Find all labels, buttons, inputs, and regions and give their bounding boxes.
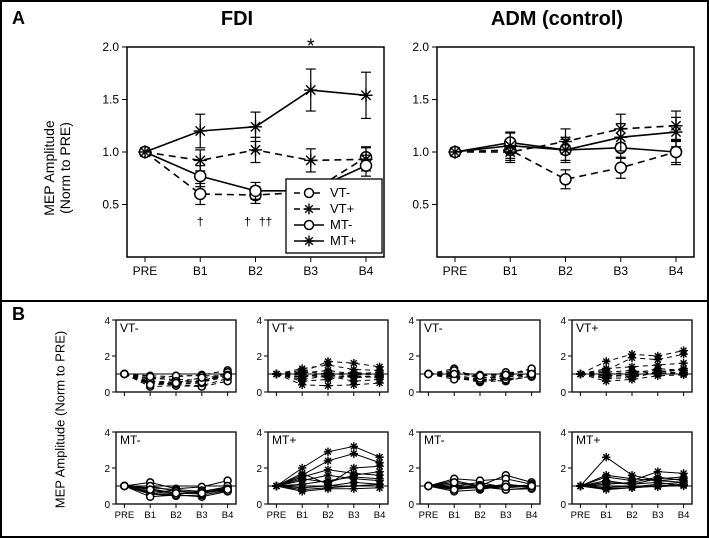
svg-text:B3: B3 — [348, 510, 360, 521]
svg-text:VT-: VT- — [424, 321, 443, 335]
svg-text:PRE: PRE — [571, 510, 591, 521]
svg-text:2: 2 — [104, 464, 110, 475]
svg-text:1.5: 1.5 — [102, 93, 119, 107]
svg-text:1.5: 1.5 — [412, 93, 429, 107]
panel-b-label: B — [12, 304, 25, 325]
svg-text:0: 0 — [256, 388, 262, 399]
svg-text:2: 2 — [560, 352, 566, 363]
svg-text:B1: B1 — [600, 510, 612, 521]
svg-text:B1: B1 — [448, 510, 460, 521]
svg-text:PRE: PRE — [267, 510, 287, 521]
svg-text:1.0: 1.0 — [102, 145, 119, 159]
svg-text:VT+: VT+ — [272, 321, 294, 335]
svg-text:B2: B2 — [322, 510, 334, 521]
svg-text:4: 4 — [408, 316, 414, 327]
panel-b-grid: 0 2 4 VT- 0 2 4 VT+ 0 2 4 VT- 0 2 4 VT+ 0 2 4 PRE B1 B2 B3 B4 MT… — [82, 304, 702, 534]
svg-text:B1: B1 — [296, 510, 308, 521]
svg-text:MT+: MT+ — [576, 433, 600, 447]
svg-text:B4: B4 — [526, 510, 538, 521]
svg-text:2: 2 — [408, 352, 414, 363]
panel-a-fdi-chart: 0.51.01.52.0PREB1B2B3B4*††††††VT-VT+MT-M… — [92, 37, 392, 292]
svg-text:B4: B4 — [669, 264, 684, 278]
svg-text:B2: B2 — [170, 510, 182, 521]
svg-text:4: 4 — [256, 428, 262, 439]
svg-text:4: 4 — [560, 428, 566, 439]
svg-text:4: 4 — [408, 428, 414, 439]
svg-text:B2: B2 — [558, 264, 573, 278]
svg-text:PRE: PRE — [419, 510, 439, 521]
svg-text:†: † — [244, 215, 251, 229]
svg-text:VT-: VT- — [330, 185, 350, 200]
svg-text:PRE: PRE — [115, 510, 135, 521]
svg-text:2.0: 2.0 — [412, 40, 429, 54]
svg-text:2: 2 — [256, 352, 262, 363]
svg-text:B2: B2 — [626, 510, 638, 521]
svg-text:0: 0 — [408, 388, 414, 399]
svg-text:2: 2 — [256, 464, 262, 475]
panel-b-ylabel: MEP Amplitude (Norm to PRE) — [53, 310, 68, 530]
svg-text:4: 4 — [256, 316, 262, 327]
panel-a-adm-chart: 0.5 1.0 1.5 2.0 PRE B1 B2 B3 B4 — [402, 37, 702, 292]
svg-text:B2: B2 — [248, 264, 263, 278]
svg-text:B4: B4 — [374, 510, 386, 521]
svg-text:††: †† — [259, 215, 272, 229]
svg-text:0: 0 — [560, 500, 566, 511]
svg-text:B1: B1 — [144, 510, 156, 521]
panel-divider — [2, 300, 707, 302]
panel-a-ylabel: MEP Amplitude(Norm to PRE) — [41, 88, 73, 248]
svg-text:*: * — [307, 37, 315, 57]
fdi-title: FDI — [122, 8, 352, 31]
panel-a-label: A — [12, 8, 25, 29]
svg-text:0: 0 — [256, 500, 262, 511]
svg-text:0.5: 0.5 — [102, 198, 119, 212]
svg-text:B2: B2 — [474, 510, 486, 521]
svg-text:0: 0 — [104, 500, 110, 511]
adm-title: ADM (control) — [432, 8, 682, 31]
svg-text:MT+: MT+ — [272, 433, 296, 447]
svg-text:2: 2 — [560, 464, 566, 475]
svg-text:MT-: MT- — [120, 433, 141, 447]
svg-text:B3: B3 — [303, 264, 318, 278]
svg-text:B4: B4 — [678, 510, 690, 521]
svg-text:MT-: MT- — [330, 217, 352, 232]
svg-text:1.0: 1.0 — [412, 145, 429, 159]
svg-text:B1: B1 — [503, 264, 518, 278]
svg-text:0.5: 0.5 — [412, 198, 429, 212]
svg-text:B3: B3 — [613, 264, 628, 278]
figure-container: A FDI ADM (control) MEP Amplitude(Norm t… — [0, 0, 709, 538]
svg-text:B1: B1 — [193, 264, 208, 278]
svg-text:B3: B3 — [196, 510, 208, 521]
svg-text:2: 2 — [408, 464, 414, 475]
svg-text:B4: B4 — [359, 264, 374, 278]
svg-text:VT-: VT- — [120, 321, 139, 335]
svg-text:0: 0 — [104, 388, 110, 399]
svg-text:MT-: MT- — [424, 433, 445, 447]
svg-text:B3: B3 — [652, 510, 664, 521]
svg-text:2: 2 — [104, 352, 110, 363]
svg-text:0: 0 — [560, 388, 566, 399]
svg-text:B4: B4 — [222, 510, 234, 521]
svg-text:0: 0 — [408, 500, 414, 511]
svg-text:B3: B3 — [500, 510, 512, 521]
svg-text:4: 4 — [560, 316, 566, 327]
svg-text:2.0: 2.0 — [102, 40, 119, 54]
svg-text:VT+: VT+ — [576, 321, 598, 335]
svg-text:VT+: VT+ — [330, 201, 354, 216]
svg-text:4: 4 — [104, 316, 110, 327]
svg-text:†: † — [197, 215, 204, 229]
svg-text:MT+: MT+ — [330, 233, 356, 248]
svg-text:4: 4 — [104, 428, 110, 439]
svg-text:PRE: PRE — [133, 264, 158, 278]
svg-text:PRE: PRE — [443, 264, 468, 278]
